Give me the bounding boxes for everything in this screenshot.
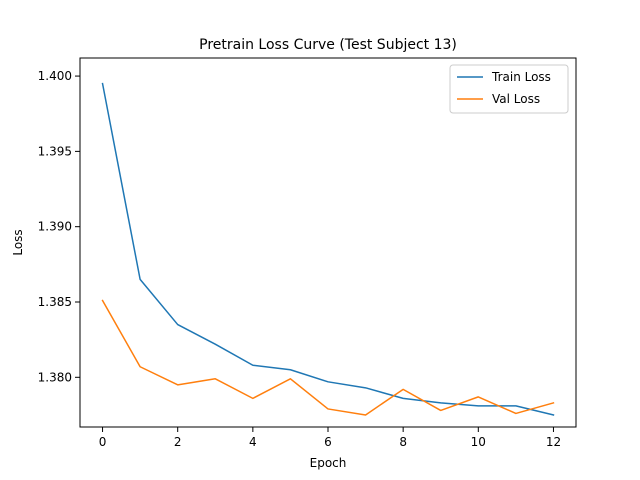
y-tick-label: 1.390 xyxy=(38,220,72,234)
x-tick-label: 0 xyxy=(99,435,107,449)
y-tick-label: 1.400 xyxy=(38,69,72,83)
axis-ticks: 0 2 4 6 8 10 12 1.380 1.385 1.390 1.395 1.400 xyxy=(38,69,561,449)
x-tick-label: 6 xyxy=(324,435,332,449)
legend-label-1: Val Loss xyxy=(492,92,540,106)
y-tick-label: 1.385 xyxy=(38,295,72,309)
x-tick-label: 2 xyxy=(174,435,182,449)
y-tick-label: 1.380 xyxy=(38,370,72,384)
x-axis-label: Epoch xyxy=(310,456,347,470)
x-tick-label: 10 xyxy=(471,435,486,449)
plot-area xyxy=(101,82,555,416)
legend-label-0: Train Loss xyxy=(491,70,551,84)
x-tick-label: 4 xyxy=(249,435,257,449)
x-tick-label: 8 xyxy=(399,435,407,449)
y-tick-label: 1.395 xyxy=(38,144,72,158)
series-line-0 xyxy=(101,82,555,416)
y-axis-label: Loss xyxy=(11,229,25,255)
x-tick-label: 12 xyxy=(546,435,561,449)
chart-title: Pretrain Loss Curve (Test Subject 13) xyxy=(199,37,457,53)
series-line-1 xyxy=(101,299,555,416)
legend: Train Loss Val Loss xyxy=(449,64,569,114)
